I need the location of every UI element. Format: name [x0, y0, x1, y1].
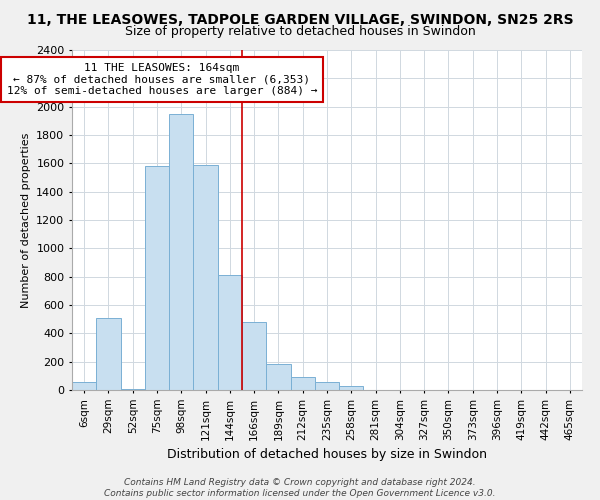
Text: 11 THE LEASOWES: 164sqm
← 87% of detached houses are smaller (6,353)
12% of semi: 11 THE LEASOWES: 164sqm ← 87% of detache…	[7, 62, 317, 96]
Text: Contains HM Land Registry data © Crown copyright and database right 2024.
Contai: Contains HM Land Registry data © Crown c…	[104, 478, 496, 498]
Bar	[315, 382, 339, 390]
Bar	[72, 382, 96, 390]
Bar	[218, 275, 242, 390]
Bar	[290, 378, 315, 390]
X-axis label: Distribution of detached houses by size in Swindon: Distribution of detached houses by size …	[167, 448, 487, 461]
Text: 11, THE LEASOWES, TADPOLE GARDEN VILLAGE, SWINDON, SN25 2RS: 11, THE LEASOWES, TADPOLE GARDEN VILLAGE…	[26, 12, 574, 26]
Bar	[266, 364, 290, 390]
Bar	[145, 166, 169, 390]
Bar	[242, 322, 266, 390]
Bar	[339, 386, 364, 390]
Text: Size of property relative to detached houses in Swindon: Size of property relative to detached ho…	[125, 25, 475, 38]
Y-axis label: Number of detached properties: Number of detached properties	[20, 132, 31, 308]
Bar	[193, 165, 218, 390]
Bar	[169, 114, 193, 390]
Bar	[96, 318, 121, 390]
